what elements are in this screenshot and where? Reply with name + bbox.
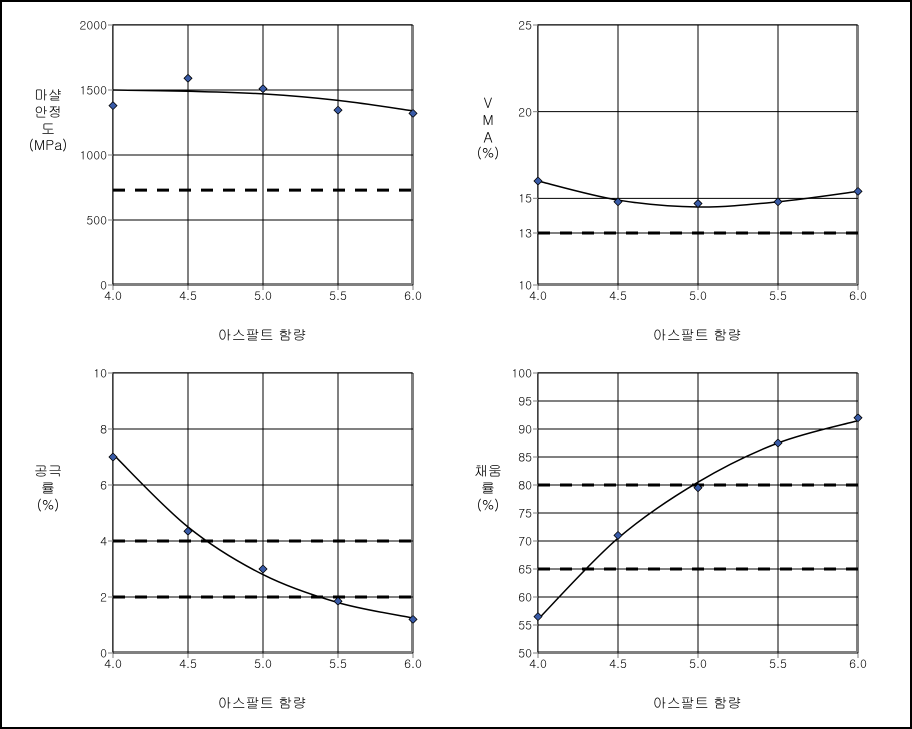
xlabel-bl: 아스팔트 함량 bbox=[112, 692, 412, 712]
ytick-label: 60 bbox=[518, 589, 538, 606]
ytick-label: 75 bbox=[518, 505, 538, 522]
ytick-label: 90 bbox=[518, 421, 538, 438]
ytick-label: 55 bbox=[518, 617, 538, 634]
xtick-label: 4.0 bbox=[104, 283, 122, 304]
ytick-label: 2 bbox=[100, 589, 113, 606]
chart-void-ratio: 공극률(%) 02468104.04.55.05.56.0 아스팔트 함량 bbox=[22, 362, 442, 712]
ytick-label: 4 bbox=[100, 533, 113, 550]
chart-svg bbox=[538, 25, 858, 285]
ytick-label: 95 bbox=[518, 393, 538, 410]
xtick-label: 5.0 bbox=[254, 283, 272, 304]
ytick-label: 70 bbox=[518, 533, 538, 550]
xtick-label: 5.0 bbox=[689, 283, 707, 304]
ytick-label: 25 bbox=[518, 17, 538, 34]
ytick-label: 6 bbox=[100, 477, 113, 494]
xtick-label: 5.0 bbox=[254, 651, 272, 672]
xtick-label: 4.0 bbox=[529, 283, 547, 304]
xtick-label: 5.5 bbox=[329, 283, 347, 304]
xtick-label: 6.0 bbox=[404, 283, 422, 304]
chart-marshall-stability: 마샬안정도(MPa) 05001000150020004.04.55.05.56… bbox=[22, 14, 442, 344]
ytick-label: 65 bbox=[518, 561, 538, 578]
plot-area-tl: 05001000150020004.04.55.05.56.0 bbox=[112, 24, 412, 284]
chart-fill-ratio: 채움률(%) 505560657075808590951004.04.55.05… bbox=[462, 362, 892, 712]
plot-area-tr: 10131520254.04.55.05.56.0 bbox=[537, 24, 857, 284]
chart-svg bbox=[113, 373, 413, 653]
xtick-label: 4.5 bbox=[609, 651, 627, 672]
plot-area-bl: 02468104.04.55.05.56.0 bbox=[112, 372, 412, 652]
ylabel-fill: 채움률(%) bbox=[470, 462, 506, 512]
ytick-label: 20 bbox=[518, 103, 538, 120]
xtick-label: 4.5 bbox=[179, 283, 197, 304]
chart-svg bbox=[113, 25, 413, 285]
ytick-label: 8 bbox=[100, 421, 113, 438]
ytick-label: 85 bbox=[518, 449, 538, 466]
xtick-label: 4.0 bbox=[104, 651, 122, 672]
xtick-label: 5.5 bbox=[329, 651, 347, 672]
ytick-label: 2000 bbox=[79, 17, 113, 34]
ytick-label: 100 bbox=[511, 365, 538, 382]
xtick-label: 4.5 bbox=[179, 651, 197, 672]
ytick-label: 80 bbox=[518, 477, 538, 494]
xtick-label: 4.5 bbox=[609, 283, 627, 304]
chart-vma: VMA(%) 10131520254.04.55.05.56.0 아스팔트 함량 bbox=[462, 14, 892, 344]
xtick-label: 5.5 bbox=[769, 651, 787, 672]
ylabel-void: 공극률(%) bbox=[28, 462, 68, 512]
chart-svg bbox=[538, 373, 858, 653]
ytick-label: 15 bbox=[518, 190, 538, 207]
ylabel-marshall: 마샬안정도(MPa) bbox=[28, 86, 68, 153]
xtick-label: 5.0 bbox=[689, 651, 707, 672]
ytick-label: 13 bbox=[518, 225, 538, 242]
ytick-label: 500 bbox=[86, 212, 113, 229]
xtick-label: 5.5 bbox=[769, 283, 787, 304]
xtick-label: 4.0 bbox=[529, 651, 547, 672]
plot-area-br: 505560657075808590951004.04.55.05.56.0 bbox=[537, 372, 857, 652]
ytick-label: 1000 bbox=[79, 147, 113, 164]
ytick-label: 1500 bbox=[79, 82, 113, 99]
xlabel-tr: 아스팔트 함량 bbox=[537, 324, 857, 344]
ylabel-vma: VMA(%) bbox=[470, 94, 506, 161]
xlabel-br: 아스팔트 함량 bbox=[537, 692, 857, 712]
xtick-label: 6.0 bbox=[849, 651, 867, 672]
xtick-label: 6.0 bbox=[404, 651, 422, 672]
ytick-label: 10 bbox=[93, 365, 113, 382]
xlabel-tl: 아스팔트 함량 bbox=[112, 324, 412, 344]
xtick-label: 6.0 bbox=[849, 283, 867, 304]
page-frame: 마샬안정도(MPa) 05001000150020004.04.55.05.56… bbox=[0, 0, 912, 729]
